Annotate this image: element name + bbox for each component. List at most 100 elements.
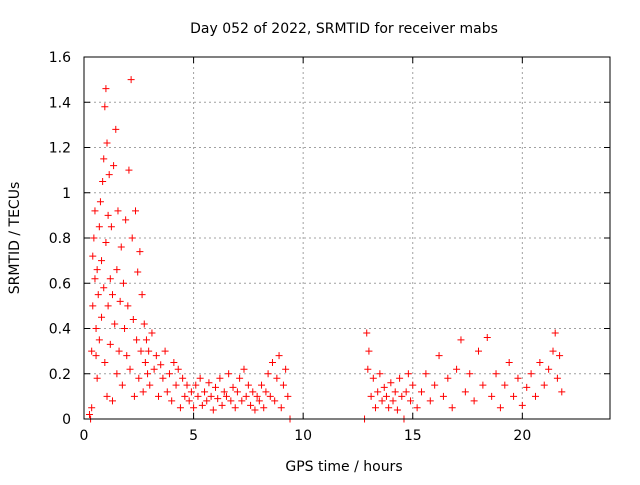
data-point (102, 239, 110, 247)
data-point (176, 404, 184, 412)
data-point (277, 404, 285, 412)
data-point (413, 404, 421, 412)
data-point (457, 336, 465, 344)
data-point (135, 374, 143, 382)
data-point (553, 374, 561, 382)
data-point (371, 404, 379, 412)
data-point (431, 381, 439, 389)
data-point (108, 397, 116, 405)
data-point (233, 388, 241, 396)
data-point (141, 358, 149, 366)
data-point (157, 361, 165, 369)
data-point (118, 381, 126, 389)
data-point (461, 388, 469, 396)
data-point (227, 397, 235, 405)
data-point (103, 392, 111, 400)
data-point (549, 347, 557, 355)
data-point (207, 392, 215, 400)
data-point (113, 370, 121, 378)
data-point (128, 234, 136, 242)
data-point (172, 381, 180, 389)
data-point (262, 388, 270, 396)
data-point (146, 381, 154, 389)
data-point (398, 392, 406, 400)
data-point (108, 291, 116, 299)
data-point (466, 370, 474, 378)
data-point (122, 216, 130, 224)
data-point (545, 365, 553, 373)
data-point (111, 320, 119, 328)
data-point (426, 397, 434, 405)
data-point (104, 302, 112, 310)
data-point (389, 397, 397, 405)
data-point (92, 352, 100, 360)
y-tick-label: 1 (62, 186, 71, 202)
data-point (105, 171, 113, 179)
data-point (102, 85, 110, 93)
data-point (209, 406, 217, 414)
data-point (168, 397, 176, 405)
data-point (470, 397, 478, 405)
x-axis-label: GPS time / hours (285, 459, 402, 475)
data-point (137, 347, 145, 355)
data-point (418, 388, 426, 396)
data-point (407, 397, 415, 405)
y-tick-label: 1.4 (49, 95, 71, 111)
data-point (138, 291, 146, 299)
data-point (91, 275, 99, 283)
data-point (363, 329, 371, 337)
data-point (93, 266, 101, 274)
data-point (129, 315, 137, 323)
data-point (422, 370, 430, 378)
data-point (558, 388, 566, 396)
x-tick-label: 5 (189, 428, 198, 444)
data-point (90, 234, 98, 242)
data-point (179, 374, 187, 382)
data-point (229, 383, 237, 391)
y-tick-label: 0 (62, 412, 71, 428)
data-point (268, 358, 276, 366)
data-point (439, 392, 447, 400)
data-point (391, 388, 399, 396)
data-point (275, 352, 283, 360)
data-point (124, 302, 132, 310)
data-point (551, 329, 559, 337)
data-point (266, 392, 274, 400)
data-point (103, 139, 111, 147)
data-point (114, 207, 122, 215)
data-point (518, 401, 526, 409)
data-point (194, 392, 202, 400)
data-point (236, 374, 244, 382)
data-point (110, 162, 118, 170)
data-point (271, 397, 279, 405)
data-point (387, 379, 395, 387)
data-point (163, 388, 171, 396)
data-point (247, 401, 255, 409)
data-point (145, 347, 153, 355)
data-point (483, 334, 491, 342)
data-point (181, 392, 189, 400)
data-point (369, 374, 377, 382)
data-point (448, 404, 456, 412)
data-point (100, 284, 108, 292)
data-point (284, 392, 292, 400)
data-point (85, 410, 93, 418)
data-point (225, 370, 233, 378)
data-point (106, 275, 114, 283)
data-point (376, 370, 384, 378)
y-tick-label: 0.6 (49, 276, 71, 292)
data-point (106, 340, 114, 348)
data-point (196, 374, 204, 382)
data-point (505, 358, 513, 366)
data-point (98, 257, 106, 265)
data-point (444, 374, 452, 382)
data-point (453, 365, 461, 373)
axis-ticks (83, 56, 610, 420)
data-point (435, 352, 443, 360)
data-point (187, 388, 195, 396)
data-points (85, 76, 566, 423)
data-point (393, 406, 401, 414)
data-point (119, 279, 127, 287)
data-point (216, 374, 224, 382)
